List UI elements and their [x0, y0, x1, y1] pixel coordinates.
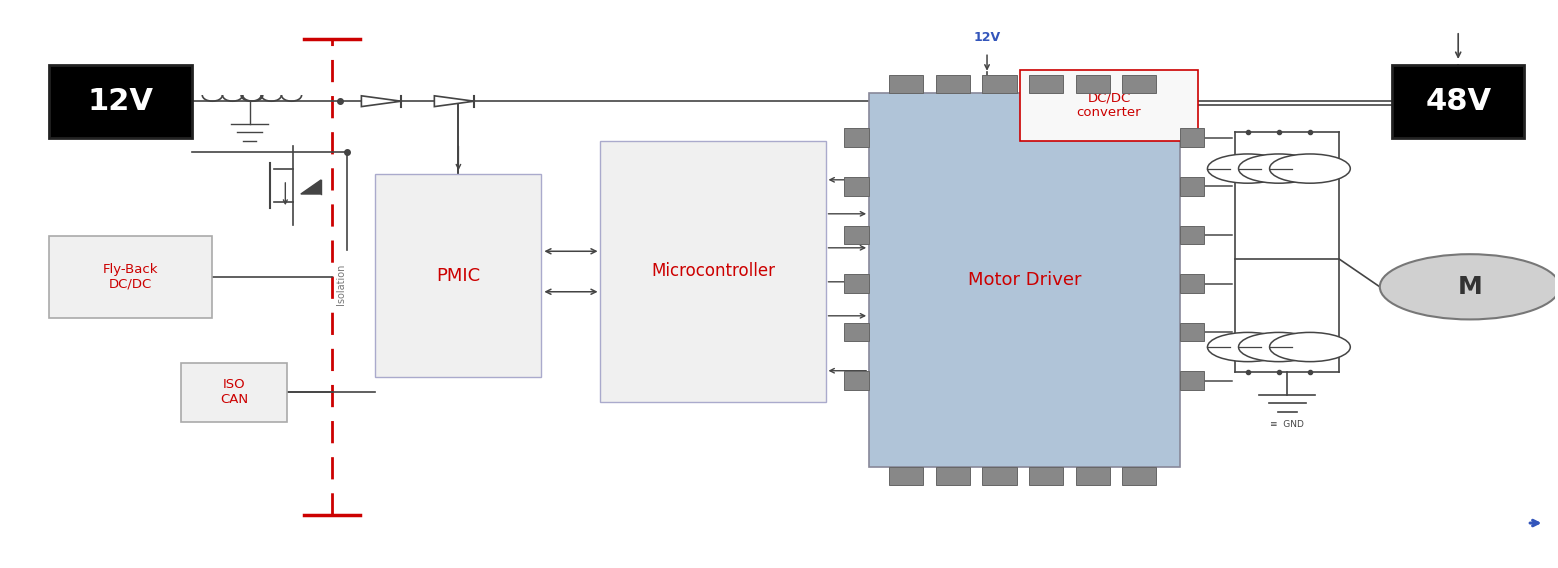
FancyBboxPatch shape — [375, 174, 542, 377]
Text: PMIC: PMIC — [436, 266, 480, 285]
FancyBboxPatch shape — [844, 274, 869, 293]
Text: 48V: 48V — [1426, 87, 1491, 116]
Text: M: M — [1457, 275, 1482, 299]
FancyBboxPatch shape — [1122, 467, 1156, 485]
Text: DC/DC
converter: DC/DC converter — [1077, 91, 1140, 119]
FancyBboxPatch shape — [1179, 371, 1204, 390]
FancyBboxPatch shape — [1122, 75, 1156, 93]
Text: Motor Driver: Motor Driver — [968, 271, 1081, 289]
Text: ISO
CAN: ISO CAN — [220, 378, 248, 406]
FancyBboxPatch shape — [1179, 225, 1204, 244]
FancyBboxPatch shape — [1019, 70, 1198, 140]
FancyBboxPatch shape — [844, 177, 869, 195]
FancyBboxPatch shape — [983, 467, 1016, 485]
Text: ≡  GND: ≡ GND — [1270, 420, 1304, 429]
FancyBboxPatch shape — [1393, 65, 1524, 138]
Circle shape — [1207, 332, 1288, 362]
FancyBboxPatch shape — [1028, 467, 1063, 485]
Polygon shape — [435, 96, 474, 107]
FancyBboxPatch shape — [1075, 467, 1109, 485]
FancyBboxPatch shape — [983, 75, 1016, 93]
FancyBboxPatch shape — [844, 225, 869, 244]
FancyBboxPatch shape — [1179, 177, 1204, 195]
Text: 12V: 12V — [974, 31, 1000, 44]
Text: Isolation: Isolation — [337, 264, 346, 304]
FancyBboxPatch shape — [181, 363, 287, 422]
Text: 12V: 12V — [87, 87, 154, 116]
FancyBboxPatch shape — [1075, 75, 1109, 93]
FancyBboxPatch shape — [1179, 128, 1204, 147]
FancyBboxPatch shape — [890, 467, 924, 485]
FancyBboxPatch shape — [844, 371, 869, 390]
FancyBboxPatch shape — [50, 236, 212, 318]
FancyBboxPatch shape — [1179, 323, 1204, 341]
Polygon shape — [361, 96, 400, 107]
FancyBboxPatch shape — [844, 128, 869, 147]
FancyBboxPatch shape — [600, 140, 826, 402]
FancyBboxPatch shape — [936, 75, 971, 93]
Text: Microcontroller: Microcontroller — [651, 262, 774, 281]
Text: Fly-Back
DC/DC: Fly-Back DC/DC — [103, 263, 159, 291]
FancyBboxPatch shape — [890, 75, 924, 93]
FancyBboxPatch shape — [844, 323, 869, 341]
Circle shape — [1270, 154, 1351, 183]
Circle shape — [1380, 254, 1558, 319]
FancyBboxPatch shape — [1028, 75, 1063, 93]
Circle shape — [1207, 154, 1288, 183]
FancyBboxPatch shape — [936, 467, 971, 485]
Circle shape — [1239, 154, 1320, 183]
FancyBboxPatch shape — [869, 93, 1179, 467]
Circle shape — [1239, 332, 1320, 362]
Polygon shape — [301, 180, 321, 194]
Circle shape — [1270, 332, 1351, 362]
FancyBboxPatch shape — [1179, 274, 1204, 293]
FancyBboxPatch shape — [50, 65, 192, 138]
